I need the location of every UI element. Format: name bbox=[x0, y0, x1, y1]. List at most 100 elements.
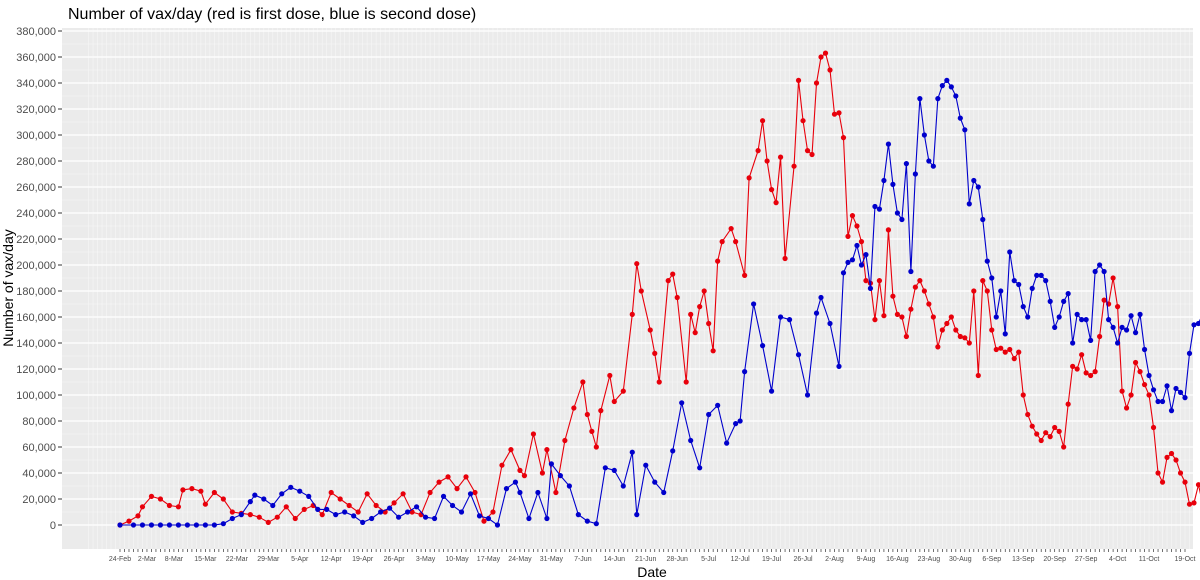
data-point bbox=[607, 372, 613, 379]
data-point bbox=[256, 514, 262, 520]
data-point bbox=[867, 285, 874, 291]
data-point bbox=[629, 311, 635, 317]
data-point bbox=[710, 348, 716, 354]
data-point bbox=[921, 132, 927, 138]
data-point bbox=[1119, 388, 1125, 394]
data-point bbox=[369, 515, 375, 522]
x-tick-label: 12-Jul bbox=[731, 556, 751, 563]
x-tick-label: 21-Jun bbox=[635, 556, 657, 563]
data-point bbox=[719, 239, 725, 245]
data-point bbox=[998, 288, 1004, 294]
data-point bbox=[944, 320, 950, 327]
x-tick-label: 14-Jun bbox=[604, 556, 626, 563]
data-point bbox=[202, 501, 208, 507]
data-point bbox=[813, 80, 820, 86]
data-point bbox=[584, 518, 590, 524]
data-point bbox=[458, 509, 465, 515]
data-point bbox=[930, 314, 936, 320]
series-layer bbox=[117, 50, 1200, 528]
data-point bbox=[1007, 346, 1013, 353]
data-point bbox=[602, 465, 608, 471]
data-point bbox=[1043, 430, 1049, 436]
data-point bbox=[697, 465, 703, 471]
data-point bbox=[1074, 366, 1080, 372]
data-point bbox=[1083, 370, 1089, 376]
data-point bbox=[1034, 431, 1040, 437]
data-point bbox=[1177, 470, 1184, 476]
data-point bbox=[526, 515, 532, 522]
data-point bbox=[274, 514, 280, 520]
data-point bbox=[1137, 369, 1143, 375]
data-point bbox=[1191, 322, 1197, 328]
data-point bbox=[157, 496, 164, 502]
x-tick-label: 28-Jun bbox=[667, 556, 689, 563]
data-point bbox=[548, 461, 554, 467]
data-point bbox=[175, 504, 182, 510]
data-point bbox=[1186, 501, 1193, 507]
data-point bbox=[768, 187, 775, 193]
data-point bbox=[467, 491, 474, 497]
data-point bbox=[908, 306, 914, 312]
data-point bbox=[858, 262, 865, 268]
x-tick-label: 26-Jul bbox=[793, 556, 813, 563]
data-point bbox=[180, 487, 186, 493]
data-point bbox=[629, 449, 635, 455]
data-point bbox=[261, 496, 267, 502]
data-point bbox=[589, 428, 595, 434]
x-tick-label: 29-Mar bbox=[257, 556, 280, 563]
data-point bbox=[1079, 352, 1085, 358]
data-point bbox=[1168, 408, 1175, 414]
data-point bbox=[921, 288, 927, 294]
data-point bbox=[315, 506, 321, 512]
data-point bbox=[562, 437, 568, 444]
data-point bbox=[661, 489, 667, 496]
data-point bbox=[400, 491, 406, 497]
y-tick-label: 340,000 bbox=[16, 78, 56, 90]
data-point bbox=[571, 405, 577, 411]
data-point bbox=[1074, 311, 1080, 317]
data-point bbox=[1150, 424, 1157, 431]
y-axis-title: Number of vax/day bbox=[0, 229, 16, 347]
data-point bbox=[463, 474, 469, 480]
data-point bbox=[306, 493, 312, 499]
data-point bbox=[620, 483, 626, 489]
data-point bbox=[1155, 398, 1161, 405]
data-point bbox=[1092, 268, 1098, 275]
data-point bbox=[387, 505, 393, 511]
data-point bbox=[800, 118, 806, 124]
data-point bbox=[530, 431, 537, 437]
data-point bbox=[611, 398, 617, 405]
data-point bbox=[1137, 311, 1143, 317]
y-tick-label: 0 bbox=[50, 520, 56, 532]
data-point bbox=[436, 479, 442, 485]
data-point bbox=[692, 330, 698, 336]
x-tick-label: 17-May bbox=[477, 556, 501, 563]
data-point bbox=[512, 479, 519, 485]
data-point bbox=[1038, 437, 1044, 444]
data-point bbox=[557, 473, 563, 479]
x-tick-label: 31-May bbox=[540, 556, 564, 563]
data-point bbox=[166, 502, 173, 509]
data-point bbox=[733, 239, 739, 245]
data-point bbox=[404, 509, 411, 515]
data-point bbox=[827, 67, 833, 73]
data-point bbox=[279, 491, 285, 497]
data-point bbox=[948, 84, 954, 90]
x-tick-label: 20-Sep bbox=[1043, 556, 1066, 563]
data-point bbox=[872, 317, 878, 323]
data-point bbox=[189, 486, 195, 492]
data-point bbox=[378, 509, 384, 515]
data-point bbox=[1061, 444, 1067, 450]
data-point bbox=[737, 418, 743, 424]
data-point bbox=[485, 515, 492, 522]
data-point bbox=[935, 344, 941, 350]
data-point bbox=[944, 77, 950, 83]
y-tick-label: 60,000 bbox=[22, 442, 56, 454]
data-point bbox=[1173, 457, 1179, 463]
data-point bbox=[809, 151, 815, 158]
data-point bbox=[1123, 327, 1130, 333]
data-point bbox=[247, 511, 253, 518]
data-point bbox=[759, 343, 766, 349]
x-tick-label: 5-Jul bbox=[701, 556, 717, 563]
